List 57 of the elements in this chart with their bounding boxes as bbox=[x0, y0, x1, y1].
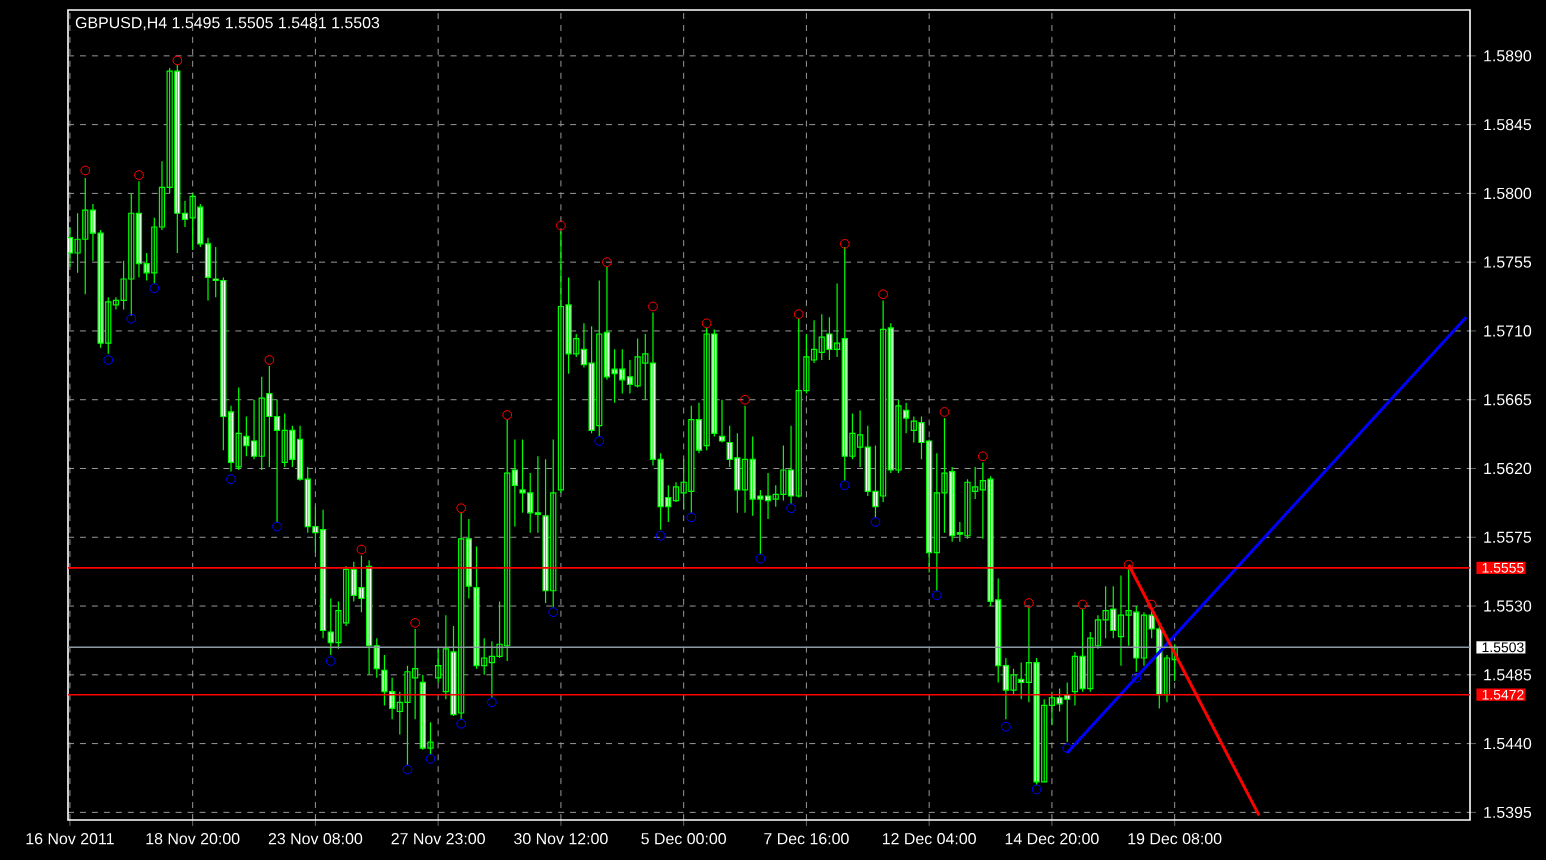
candlestick bbox=[818, 313, 825, 361]
point bbox=[356, 544, 367, 555]
point bbox=[80, 165, 91, 176]
point bbox=[456, 718, 467, 729]
point bbox=[786, 503, 796, 514]
point bbox=[272, 521, 282, 532]
point bbox=[1062, 743, 1073, 754]
point bbox=[134, 170, 144, 180]
candlestick bbox=[319, 509, 327, 639]
point bbox=[548, 607, 559, 618]
point bbox=[126, 313, 137, 324]
point bbox=[1077, 599, 1088, 610]
point bbox=[1031, 784, 1042, 795]
point bbox=[594, 436, 605, 446]
point bbox=[1000, 721, 1011, 732]
point bbox=[939, 407, 950, 417]
point bbox=[793, 309, 804, 320]
point bbox=[264, 355, 275, 365]
point bbox=[839, 480, 850, 491]
candlestick bbox=[741, 405, 749, 514]
point bbox=[648, 301, 658, 312]
point bbox=[870, 517, 881, 527]
candlestick bbox=[1064, 681, 1071, 743]
point bbox=[931, 590, 942, 601]
point bbox=[425, 753, 436, 764]
point bbox=[655, 530, 666, 541]
point bbox=[878, 289, 889, 300]
point bbox=[325, 656, 336, 666]
point bbox=[1024, 598, 1034, 608]
candlestick bbox=[235, 386, 242, 471]
point bbox=[486, 697, 497, 708]
candlestick bbox=[327, 597, 334, 656]
point bbox=[456, 503, 467, 514]
candlestick bbox=[189, 192, 196, 251]
candlestick bbox=[557, 231, 565, 494]
point bbox=[755, 553, 766, 564]
candlestick bbox=[365, 559, 373, 676]
point bbox=[149, 283, 160, 294]
point bbox=[839, 238, 850, 249]
candlestick bbox=[82, 177, 89, 295]
point bbox=[1146, 599, 1157, 610]
point bbox=[556, 220, 566, 231]
point bbox=[410, 617, 421, 628]
candlestick bbox=[619, 348, 626, 395]
point bbox=[1131, 672, 1142, 683]
point bbox=[103, 355, 114, 365]
point bbox=[977, 451, 988, 462]
point bbox=[502, 410, 513, 420]
point bbox=[602, 257, 612, 268]
candlestick bbox=[1117, 574, 1125, 667]
point bbox=[226, 474, 236, 485]
point bbox=[740, 394, 750, 405]
point bbox=[701, 318, 712, 329]
point bbox=[686, 512, 697, 523]
point bbox=[172, 55, 183, 66]
point bbox=[402, 764, 413, 775]
candlestick bbox=[1140, 611, 1148, 667]
